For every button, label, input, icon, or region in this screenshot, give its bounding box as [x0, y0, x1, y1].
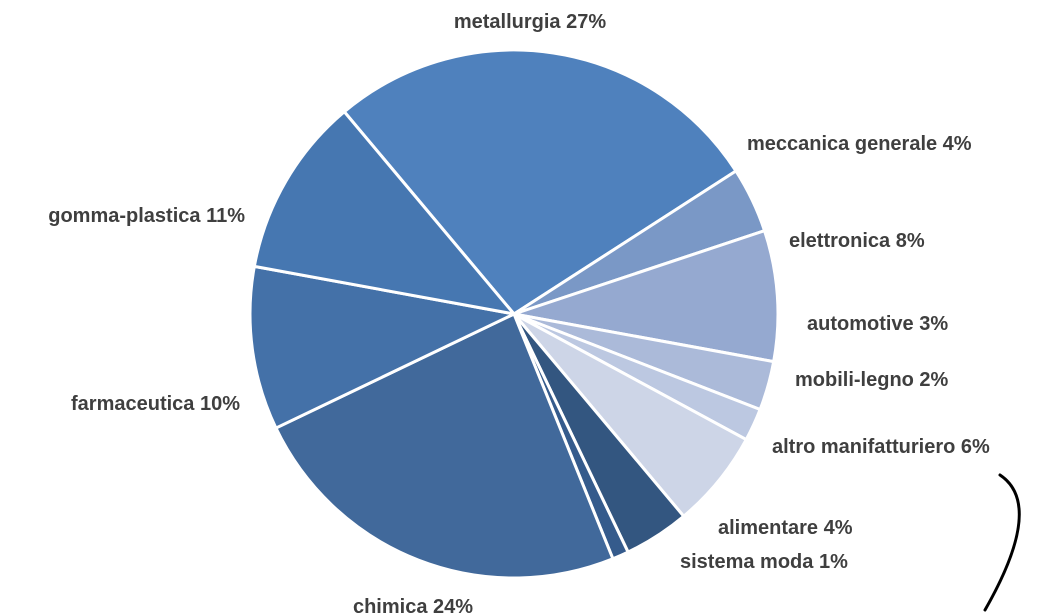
data-label-chimica: chimica 24%	[353, 596, 473, 614]
data-label-farmaceutica: farmaceutica 10%	[71, 393, 240, 415]
data-label-elettronica: elettronica 8%	[789, 230, 925, 252]
pie-slices	[248, 48, 780, 580]
data-label-alimentare: alimentare 4%	[718, 517, 853, 539]
pie-slice-metallurgia	[342, 48, 738, 316]
pie-slice-gomma-plastica	[252, 110, 516, 316]
data-label-automotive: automotive 3%	[807, 313, 948, 335]
data-label-mobili-legno: mobili-legno 2%	[795, 369, 949, 391]
data-label-gomma-plastica: gomma-plastica 11%	[48, 205, 245, 227]
callout-line	[983, 473, 1021, 612]
data-label-meccanica-generale: meccanica generale 4%	[747, 133, 972, 155]
pie-slice-chimica	[274, 312, 615, 580]
data-label-sistema-moda: sistema moda 1%	[680, 551, 848, 573]
data-labels: metallurgia 27% meccanica generale 4% el…	[48, 11, 990, 614]
pie-slice-elettronica	[512, 229, 780, 364]
data-label-metallurgia: metallurgia 27%	[454, 11, 607, 33]
data-label-altro-manifatturiero: altro manifatturiero 6%	[772, 436, 990, 458]
pie-slice-farmaceutica	[248, 264, 516, 430]
